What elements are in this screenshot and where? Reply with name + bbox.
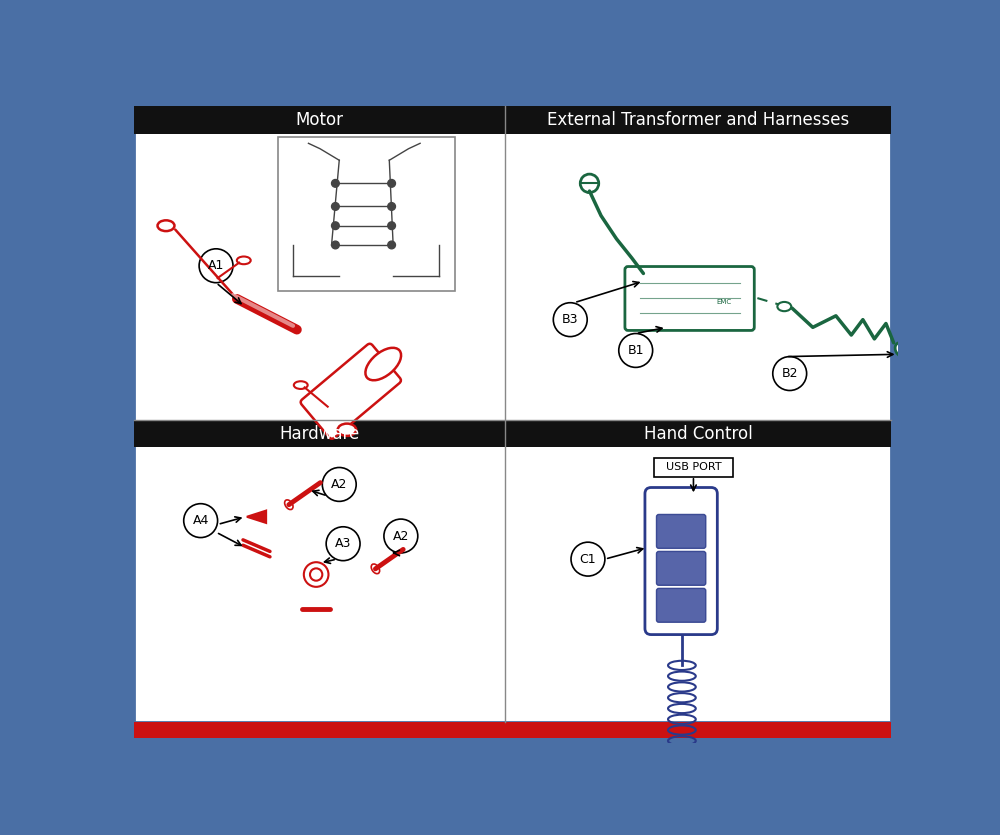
FancyBboxPatch shape bbox=[656, 551, 706, 585]
Circle shape bbox=[384, 519, 418, 553]
Text: Motor: Motor bbox=[295, 111, 343, 129]
Text: A3: A3 bbox=[335, 537, 351, 550]
Text: A4: A4 bbox=[192, 514, 209, 527]
FancyBboxPatch shape bbox=[654, 458, 733, 477]
Ellipse shape bbox=[338, 423, 356, 436]
Ellipse shape bbox=[673, 795, 691, 807]
Text: External Transformer and Harnesses: External Transformer and Harnesses bbox=[547, 111, 849, 129]
Circle shape bbox=[322, 468, 356, 501]
FancyBboxPatch shape bbox=[656, 589, 706, 622]
Circle shape bbox=[199, 249, 233, 283]
Circle shape bbox=[332, 180, 339, 187]
Ellipse shape bbox=[365, 348, 401, 380]
FancyBboxPatch shape bbox=[134, 106, 505, 134]
Circle shape bbox=[332, 241, 339, 249]
Circle shape bbox=[184, 504, 218, 538]
Text: A1: A1 bbox=[208, 259, 224, 272]
Ellipse shape bbox=[371, 564, 380, 574]
FancyBboxPatch shape bbox=[134, 420, 505, 448]
Circle shape bbox=[571, 542, 605, 576]
FancyBboxPatch shape bbox=[505, 106, 891, 134]
FancyBboxPatch shape bbox=[645, 488, 717, 635]
Text: A2: A2 bbox=[393, 529, 409, 543]
FancyBboxPatch shape bbox=[656, 514, 706, 549]
Polygon shape bbox=[247, 511, 266, 523]
Text: B1: B1 bbox=[627, 344, 644, 357]
Text: EMC: EMC bbox=[717, 299, 732, 305]
Ellipse shape bbox=[895, 342, 915, 359]
Circle shape bbox=[326, 527, 360, 560]
Ellipse shape bbox=[285, 500, 293, 509]
Ellipse shape bbox=[158, 220, 174, 231]
Text: Hand Control: Hand Control bbox=[644, 425, 752, 443]
Circle shape bbox=[553, 303, 587, 337]
Text: Hardware: Hardware bbox=[279, 425, 359, 443]
FancyBboxPatch shape bbox=[134, 106, 891, 722]
FancyBboxPatch shape bbox=[505, 420, 891, 448]
FancyBboxPatch shape bbox=[301, 344, 401, 438]
Circle shape bbox=[580, 175, 599, 193]
Text: C1: C1 bbox=[580, 553, 596, 565]
Ellipse shape bbox=[777, 302, 791, 311]
Ellipse shape bbox=[294, 382, 308, 389]
Circle shape bbox=[388, 203, 395, 210]
Circle shape bbox=[388, 241, 395, 249]
Circle shape bbox=[619, 333, 653, 367]
Text: A2: A2 bbox=[331, 478, 347, 491]
Circle shape bbox=[388, 222, 395, 230]
FancyBboxPatch shape bbox=[625, 266, 754, 331]
FancyBboxPatch shape bbox=[134, 722, 891, 738]
Circle shape bbox=[332, 222, 339, 230]
Text: B2: B2 bbox=[781, 367, 798, 380]
Ellipse shape bbox=[237, 256, 251, 264]
Text: USB PORT: USB PORT bbox=[666, 463, 721, 473]
Ellipse shape bbox=[640, 272, 655, 283]
Text: B3: B3 bbox=[562, 313, 578, 326]
Circle shape bbox=[388, 180, 395, 187]
FancyBboxPatch shape bbox=[278, 137, 455, 291]
Circle shape bbox=[773, 357, 807, 391]
Circle shape bbox=[332, 203, 339, 210]
